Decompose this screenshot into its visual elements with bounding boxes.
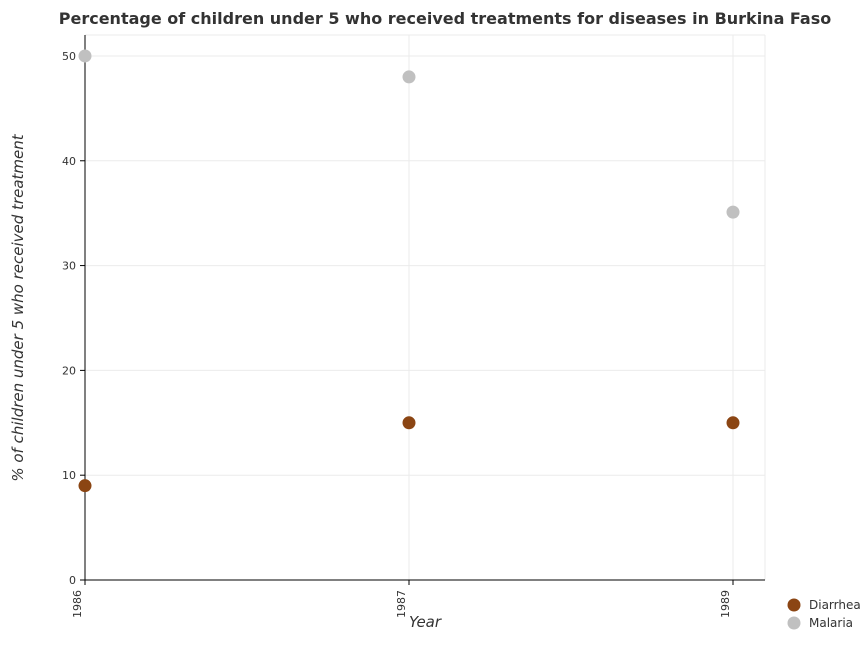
point-malaria-1987 [402, 70, 416, 84]
y-tick-label: 40 [62, 155, 76, 168]
legend-marker-diarrhea [787, 598, 801, 612]
y-tick-label: 20 [62, 364, 76, 377]
grid-lines [84, 34, 766, 581]
legend-label-malaria: Malaria [809, 616, 853, 630]
data-points [78, 49, 740, 493]
y-tick-label: 50 [62, 50, 76, 63]
y-tick-label: 10 [62, 469, 76, 482]
point-diarrhea-1987 [402, 416, 416, 430]
point-diarrhea-1989 [726, 416, 740, 430]
y-axis-label: % of children under 5 who received treat… [9, 133, 27, 481]
x-tick-label: 1986 [71, 590, 84, 618]
y-tick-label: 30 [62, 260, 76, 273]
legend-marker-malaria [787, 616, 801, 630]
point-malaria-1989 [726, 205, 740, 219]
chart-title: Percentage of children under 5 who recei… [59, 9, 831, 28]
x-tick-label: 1989 [719, 590, 732, 618]
y-ticks: 0 10 20 30 40 50 [62, 50, 85, 587]
x-tick-label: 1987 [395, 590, 408, 618]
axes [84, 35, 765, 581]
legend: Diarrhea Malaria [787, 598, 861, 630]
legend-label-diarrhea: Diarrhea [809, 598, 861, 612]
point-malaria-1986 [78, 49, 92, 63]
x-ticks: 1986 1987 1989 [71, 580, 734, 618]
y-tick-label: 0 [69, 574, 76, 587]
point-diarrhea-1986 [78, 479, 92, 493]
x-axis-label: Year [409, 613, 442, 631]
